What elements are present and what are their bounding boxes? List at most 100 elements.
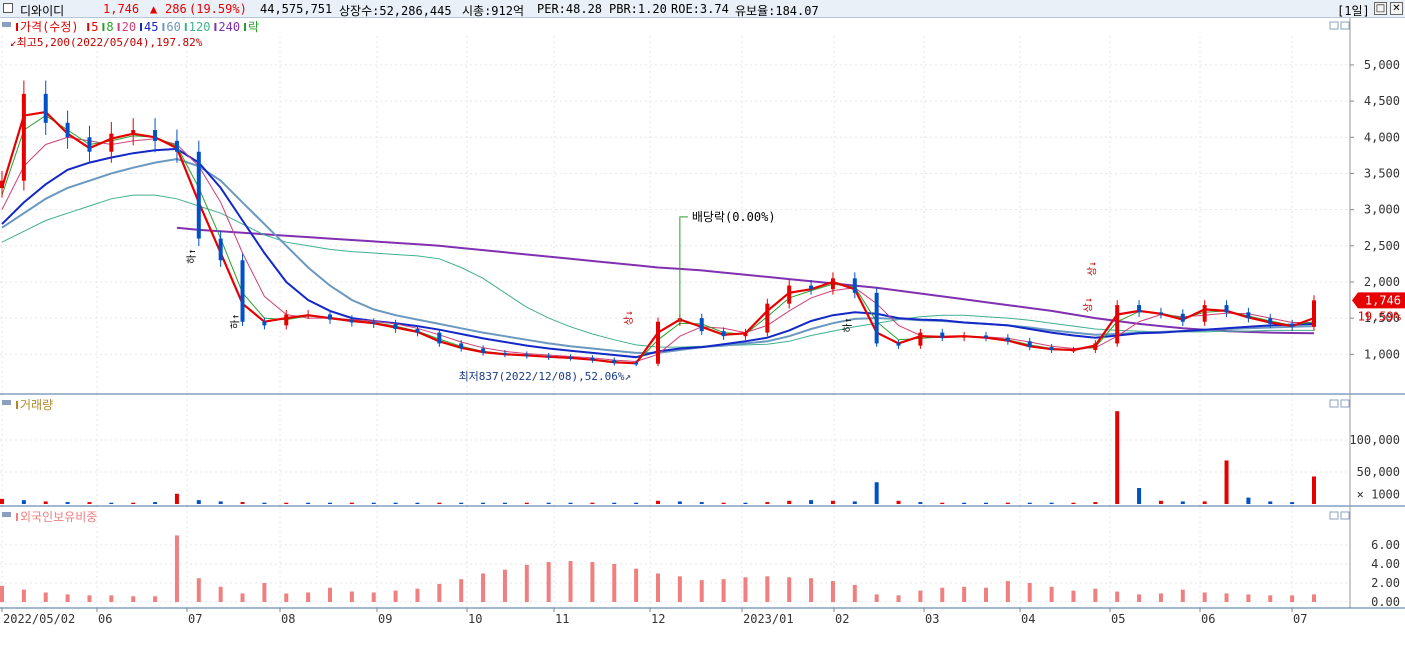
volume-bar [1137,488,1142,504]
volume-bar [962,502,967,504]
candle-body [306,314,311,317]
ma-240-line [176,226,1315,335]
x-tick-label: 02 [835,612,849,626]
foreign-bar [459,579,464,602]
volume-bar [481,502,486,504]
maximize-button[interactable]: □ [1374,2,1387,15]
candle-body [787,285,792,304]
candle-body [481,348,486,353]
foreign-bar [590,562,595,602]
volume-bar [306,502,311,504]
legend-swatch [117,23,120,31]
limit-up-marker: 상↓ [623,310,635,325]
price-tick-label: 3,000 [1364,203,1400,217]
candle-body [721,331,726,337]
candle-body [284,314,289,326]
pbr-value: PBR:1.20 [609,2,667,16]
volume-bar [1202,501,1207,504]
foreign-bar [1071,590,1076,602]
volume-bar [787,500,792,504]
foreign-bar [349,591,354,602]
foreign-bar [1049,586,1054,602]
foreign-bar [1202,592,1207,602]
roe-value: ROE:3.74 [671,2,729,16]
candle-body [1027,341,1032,348]
volume-bar [240,502,245,504]
candle-body [240,260,245,322]
foreign-tick-label: 0.00 [1371,595,1400,609]
volume-bar [87,502,92,504]
price-change: 286 [165,2,187,16]
legend-label: 5 [91,20,98,34]
foreign-tick-label: 2.00 [1371,576,1400,590]
foreign-bar [962,586,967,602]
foreign-tick-label: 6.00 [1371,538,1400,552]
legend-label: 120 [189,20,211,34]
foreign-bar [1246,594,1251,602]
select-checkbox[interactable] [3,3,13,13]
volume-bar [524,502,529,504]
foreign-bar [21,589,26,602]
volume-bar [634,502,639,504]
candle-body [328,314,332,320]
x-tick-label: 05 [1111,612,1125,626]
price-tick-label: 3,500 [1364,166,1400,180]
legend-swatch [16,513,18,521]
foreign-bar [1093,588,1098,602]
candle-body [371,322,376,324]
limit-down-marker: 하↑ [229,314,242,329]
foreign-bar [634,568,639,602]
legend-swatch [214,23,217,31]
last-price-tag [1352,292,1405,309]
candle-body [1049,347,1054,350]
dividend-marker [679,216,688,322]
candle-body [262,321,267,326]
foreign-bar [65,594,70,602]
volume-bar [852,501,857,504]
volume-bar [1071,502,1076,504]
candle-body [896,343,901,346]
close-button[interactable]: ✕ [1390,2,1403,15]
foreign-bar [1224,593,1229,602]
volume-bar [415,502,420,504]
foreign-bar [918,590,923,602]
volume-bar [984,502,988,504]
x-tick-label: 11 [555,612,569,626]
price-panel [0,18,1350,608]
market-cap: 시총:912억 [462,4,525,18]
foreign-bar [262,582,267,602]
volume-bar [809,500,814,504]
foreign-bar [743,577,748,602]
volume-tick-label: 50,000 [1357,465,1400,479]
panel-close-icon [1340,399,1350,408]
volume-bar [328,502,332,504]
volume-bar [459,502,464,504]
candle-body [393,323,398,329]
volume-bar [43,501,48,504]
candle-body [830,278,835,290]
candle-body [1312,300,1316,327]
legend-label: 락 [248,20,259,34]
candle-body [1246,312,1251,319]
volume-bar [502,502,507,504]
candle-body [852,278,857,293]
foreign-bar [524,564,529,602]
current-price: 1,746 [103,2,140,16]
volume-bar [1027,502,1032,504]
legend-label: 45 [144,20,158,34]
panel-close-icon [1340,511,1350,520]
price-tick-label: 1,000 [1364,347,1400,361]
candle-body [174,140,179,152]
price-tick-label: 4,500 [1364,94,1400,108]
candle-body [109,133,114,152]
x-tick-label: 06 [1201,612,1215,626]
foreign-bar [656,573,660,602]
foreign-bar [830,581,835,602]
legend-swatch [140,23,142,31]
volume-bar [218,501,223,504]
foreign-bar [153,596,158,602]
volume-bar [546,502,551,504]
limit-down-marker: 하↑ [185,249,198,264]
candle-body [1005,337,1010,342]
period-selector[interactable]: [1일] [1337,4,1370,18]
